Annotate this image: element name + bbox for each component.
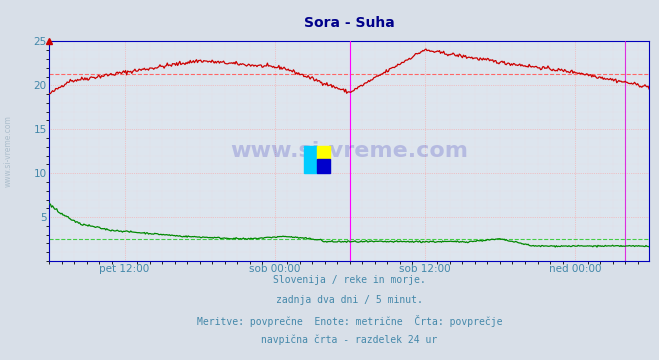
- Text: www.si-vreme.com: www.si-vreme.com: [230, 141, 469, 161]
- Text: Sora - Suha: Sora - Suha: [304, 16, 395, 30]
- Text: navpična črta - razdelek 24 ur: navpična črta - razdelek 24 ur: [261, 335, 438, 345]
- Text: zadnja dva dni / 5 minut.: zadnja dva dni / 5 minut.: [276, 295, 422, 305]
- Text: Slovenija / reke in morje.: Slovenija / reke in morje.: [273, 275, 426, 285]
- Text: www.si-vreme.com: www.si-vreme.com: [3, 115, 13, 187]
- Text: Meritve: povprečne  Enote: metrične  Črta: povprečje: Meritve: povprečne Enote: metrične Črta:…: [196, 315, 502, 327]
